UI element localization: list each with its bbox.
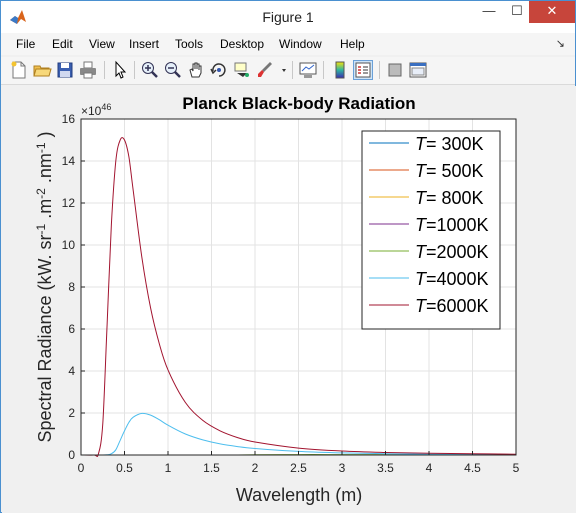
legend-label: T=1000K [415,215,489,235]
y-exponent-power: 46 [101,102,111,112]
menu-view[interactable]: View [89,37,115,51]
menu-window[interactable]: Window [279,37,322,51]
x-tick-label: 5 [513,461,520,475]
menu-insert[interactable]: Insert [129,37,159,51]
show-plot-tools-icon[interactable] [408,60,428,80]
x-tick-label: 3 [339,461,346,475]
x-tick-label: 0.5 [116,461,133,475]
legend-label: T= 300K [415,134,484,154]
zoom-out-icon[interactable] [163,60,183,80]
y-tick-label: 4 [68,364,75,378]
legend[interactable]: T= 300K T= 500K T= 800K T=1000K T=2000K T=400… [362,131,500,329]
menu-desktop[interactable]: Desktop [220,37,264,51]
y-label-exp3: -1 [34,142,48,153]
figure-toolbar [1,57,575,85]
chart-title: Planck Black-body Radiation [182,94,415,113]
y-tick-label: 8 [68,280,75,294]
menu-help[interactable]: Help [340,37,365,51]
save-icon[interactable] [55,60,75,80]
menu-tools[interactable]: Tools [175,37,203,51]
edit-plot-arrow-icon[interactable] [110,60,130,80]
y-tick-label: 2 [68,406,75,420]
menu-edit[interactable]: Edit [52,37,73,51]
x-tick-label: 4 [426,461,433,475]
hide-plot-tools-icon[interactable] [385,60,405,80]
y-tick-label: 14 [62,154,76,168]
y-label-exp2: -2 [34,188,48,199]
x-tick-label: 0 [78,461,85,475]
brush-icon[interactable] [255,60,275,80]
open-file-icon[interactable] [32,60,52,80]
y-label-part2: .m [35,199,55,224]
maximize-button[interactable]: ☐ [503,1,531,23]
x-tick-label: 1.5 [203,461,220,475]
y-label-part3: .nm [35,153,55,188]
pan-hand-icon[interactable] [186,60,206,80]
data-cursor-icon[interactable] [232,60,252,80]
brush-dropdown-icon[interactable] [277,60,297,80]
insert-legend-icon[interactable] [353,60,373,80]
legend-label: T= 500K [415,161,484,181]
legend-label: T= 800K [415,188,484,208]
y-exponent-label: ×1046 [81,102,111,118]
dock-figure-icon[interactable]: ↘ [556,37,565,50]
toolbar-separator [379,61,380,79]
legend-label: T=4000K [415,269,489,289]
y-tick-label: 16 [62,112,76,126]
x-tick-label: 4.5 [464,461,481,475]
toolbar-separator [134,61,135,79]
print-icon[interactable] [78,60,98,80]
legend-label: T=6000K [415,296,489,316]
close-button[interactable]: ✕ [529,1,575,23]
title-bar[interactable]: Figure 1 — ☐ ✕ [1,1,575,33]
x-tick-label: 3.5 [377,461,394,475]
x-axis-label: Wavelength (m) [236,485,362,505]
insert-colorbar-icon[interactable] [330,60,350,80]
rotate-3d-icon[interactable] [209,60,229,80]
y-exponent-times: ×10 [81,104,102,118]
y-tick-label: 12 [62,196,76,210]
y-label-part4: ) [35,131,55,142]
legend-label: T=2000K [415,242,489,262]
y-tick-label: 6 [68,322,75,336]
y-tick-label: 10 [62,238,76,252]
menu-file[interactable]: File [16,37,35,51]
minimize-button[interactable]: — [475,1,503,23]
toolbar-separator [104,61,105,79]
y-axis-label: Spectral Radiance (kW. sr-1 .m-2 .nm-1 ) [34,131,55,442]
y-label-exp1: -1 [34,223,48,234]
link-plot-icon[interactable] [298,60,318,80]
y-label-part1: Spectral Radiance (kW. sr [35,234,55,442]
menu-bar: File Edit View Insert Tools Desktop Wind… [1,33,575,55]
toolbar-separator [323,61,324,79]
x-tick-label: 2.5 [290,461,307,475]
x-tick-label: 2 [252,461,259,475]
y-tick-label: 0 [68,448,75,462]
zoom-in-icon[interactable] [140,60,160,80]
x-tick-label: 1 [165,461,172,475]
new-figure-icon[interactable] [9,60,29,80]
toolbar-separator [292,61,293,79]
